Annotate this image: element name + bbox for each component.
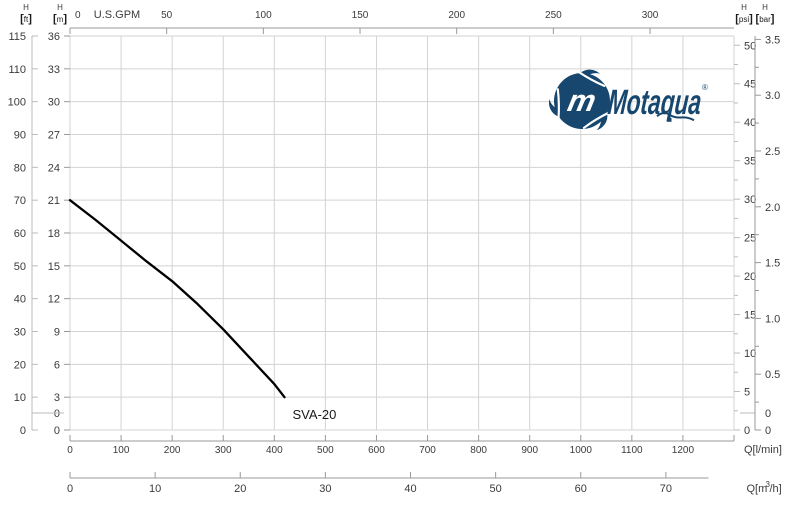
svg-text:Q[m: Q[m — [746, 483, 767, 495]
svg-text:[ft]: [ft] — [20, 13, 32, 25]
svg-text:300: 300 — [642, 10, 659, 21]
svg-text:2.0: 2.0 — [765, 202, 780, 214]
svg-text:Q[l/min]: Q[l/min] — [744, 444, 782, 456]
svg-text:6: 6 — [54, 359, 60, 371]
svg-text:50: 50 — [161, 10, 173, 21]
svg-text:0: 0 — [765, 425, 771, 437]
svg-text:3.0: 3.0 — [765, 90, 780, 102]
svg-text:H: H — [741, 3, 747, 12]
svg-text:®: ® — [702, 83, 708, 92]
svg-text:1200: 1200 — [672, 445, 695, 456]
svg-text:10: 10 — [149, 483, 161, 495]
svg-text:150: 150 — [352, 10, 369, 21]
svg-text:[bar]: [bar] — [756, 13, 775, 25]
svg-text:70: 70 — [660, 483, 672, 495]
svg-text:0: 0 — [75, 10, 81, 21]
svg-text:45: 45 — [744, 79, 756, 91]
svg-text:33: 33 — [48, 64, 60, 76]
svg-text:Motaqua: Motaqua — [606, 83, 703, 122]
svg-text:30: 30 — [14, 327, 26, 339]
svg-text:15: 15 — [744, 310, 756, 322]
svg-text:20: 20 — [14, 359, 26, 371]
svg-text:3.5: 3.5 — [765, 34, 780, 46]
svg-text:30: 30 — [319, 483, 331, 495]
svg-text:30: 30 — [744, 194, 756, 206]
svg-text:50: 50 — [14, 261, 26, 273]
svg-text:3: 3 — [54, 392, 60, 404]
svg-text:100: 100 — [255, 10, 272, 21]
svg-text:[psi]: [psi] — [735, 13, 753, 25]
svg-text:2.5: 2.5 — [765, 146, 780, 158]
svg-text:21: 21 — [48, 195, 60, 207]
svg-text:/h]: /h] — [769, 483, 781, 495]
svg-text:50: 50 — [490, 483, 502, 495]
svg-text:0: 0 — [744, 425, 750, 437]
svg-text:700: 700 — [419, 445, 436, 456]
svg-text:100: 100 — [8, 97, 26, 109]
svg-text:0: 0 — [67, 483, 73, 495]
svg-text:0: 0 — [54, 425, 60, 437]
svg-text:80: 80 — [14, 162, 26, 174]
svg-text:300: 300 — [215, 445, 232, 456]
svg-text:36: 36 — [48, 31, 60, 43]
svg-text:0.5: 0.5 — [765, 369, 780, 381]
svg-text:40: 40 — [744, 117, 756, 129]
svg-text:500: 500 — [317, 445, 334, 456]
svg-text:115: 115 — [8, 31, 26, 43]
svg-text:H: H — [57, 3, 63, 12]
svg-text:100: 100 — [113, 445, 130, 456]
svg-text:200: 200 — [448, 10, 465, 21]
svg-text:60: 60 — [14, 228, 26, 240]
svg-text:1.5: 1.5 — [765, 258, 780, 270]
svg-text:24: 24 — [48, 162, 60, 174]
svg-text:90: 90 — [14, 130, 26, 142]
svg-text:10: 10 — [744, 348, 756, 360]
svg-text:800: 800 — [470, 445, 487, 456]
svg-text:1.0: 1.0 — [765, 313, 780, 325]
svg-text:30: 30 — [48, 97, 60, 109]
svg-text:20: 20 — [744, 271, 756, 283]
svg-text:[m]: [m] — [53, 13, 67, 25]
svg-text:70: 70 — [14, 195, 26, 207]
svg-text:1100: 1100 — [621, 445, 643, 456]
svg-text:25: 25 — [744, 233, 756, 245]
svg-text:40: 40 — [404, 483, 416, 495]
svg-text:U.S.GPM: U.S.GPM — [94, 9, 140, 21]
svg-text:600: 600 — [368, 445, 385, 456]
svg-text:5: 5 — [744, 387, 750, 399]
svg-text:H: H — [762, 3, 768, 12]
svg-text:9: 9 — [54, 327, 60, 339]
svg-text:60: 60 — [575, 483, 587, 495]
svg-text:27: 27 — [48, 130, 60, 142]
svg-text:0: 0 — [20, 425, 26, 437]
svg-text:110: 110 — [8, 64, 26, 76]
svg-text:35: 35 — [744, 156, 756, 168]
svg-text:0: 0 — [67, 445, 73, 456]
svg-text:12: 12 — [48, 294, 60, 306]
svg-text:0: 0 — [765, 408, 771, 420]
svg-text:900: 900 — [521, 445, 538, 456]
svg-text:20: 20 — [234, 483, 246, 495]
svg-text:15: 15 — [48, 261, 60, 273]
svg-text:400: 400 — [266, 445, 283, 456]
svg-text:40: 40 — [14, 294, 26, 306]
svg-text:18: 18 — [48, 228, 60, 240]
svg-text:50: 50 — [744, 40, 756, 52]
svg-text:250: 250 — [545, 10, 562, 21]
svg-text:SVA-20: SVA-20 — [293, 407, 337, 422]
svg-text:H: H — [23, 3, 29, 12]
svg-text:1000: 1000 — [570, 445, 593, 456]
svg-text:10: 10 — [14, 392, 26, 404]
svg-text:200: 200 — [164, 445, 181, 456]
svg-text:0: 0 — [54, 408, 60, 420]
